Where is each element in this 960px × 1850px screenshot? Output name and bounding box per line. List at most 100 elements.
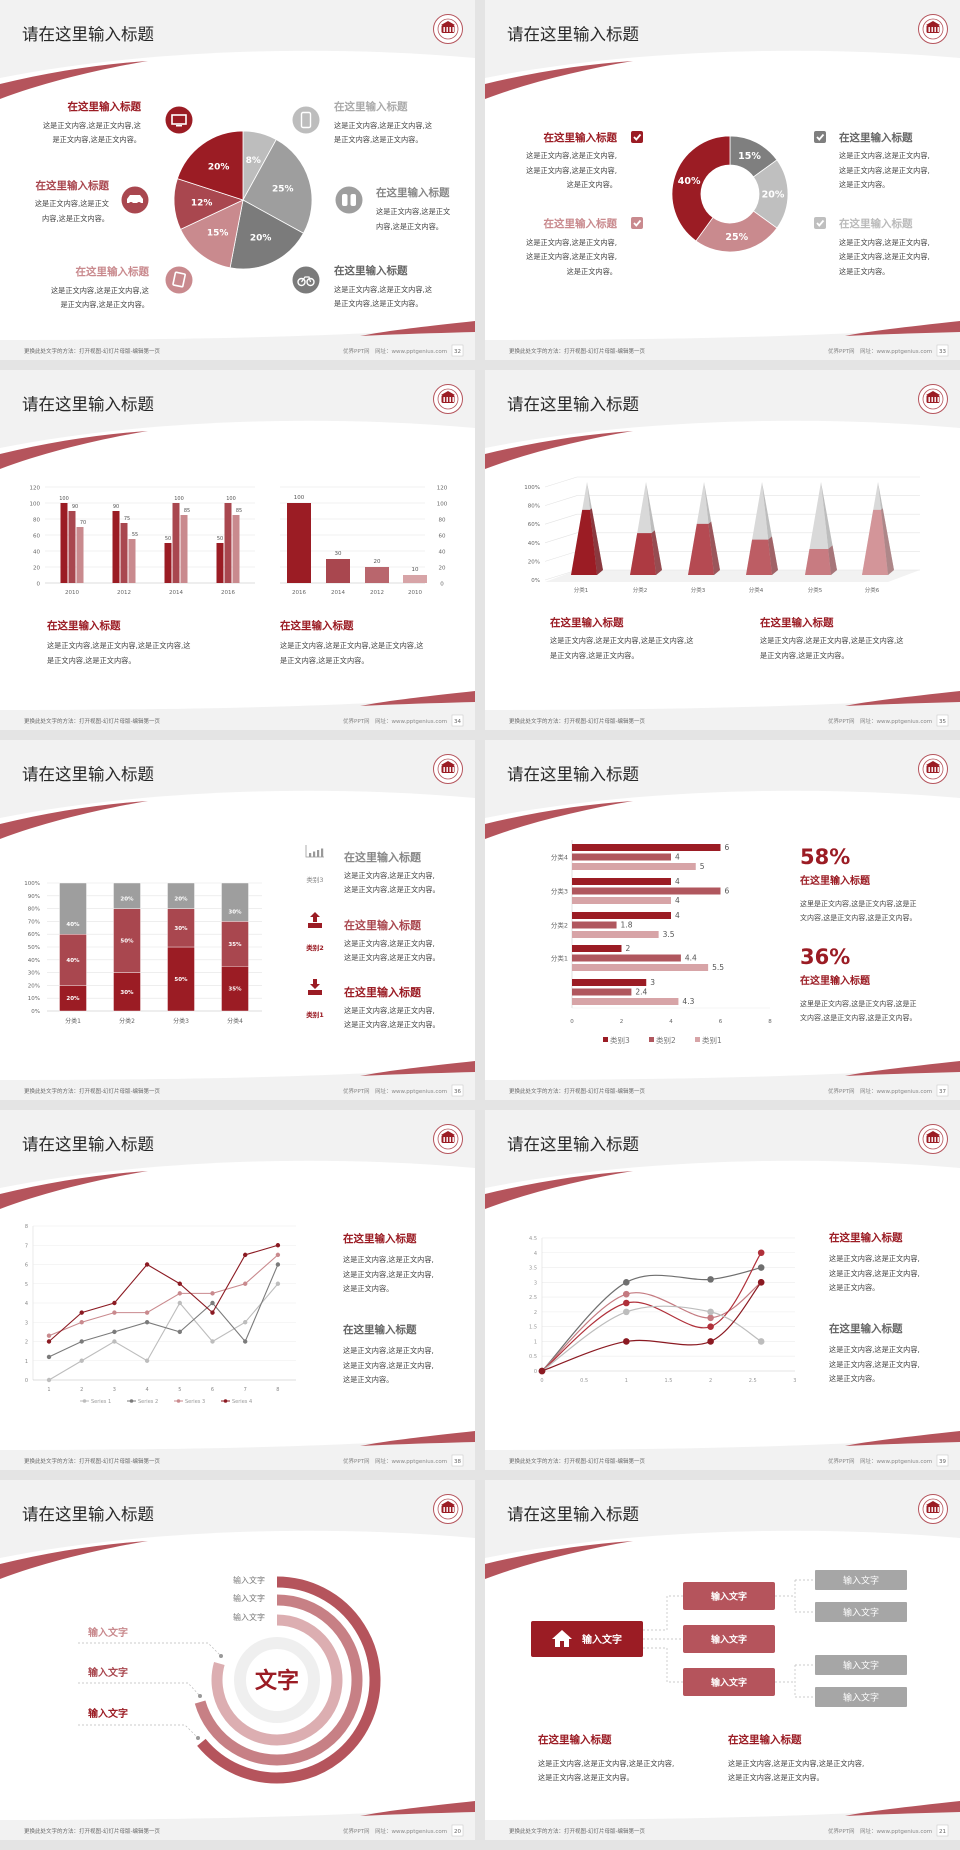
footer-url: 网址：www.pptgenius.com [375, 347, 447, 355]
leaf-node[interactable]: 输入文字 [815, 1687, 907, 1707]
home-icon [552, 1630, 572, 1647]
root-node[interactable]: 输入文字 [531, 1621, 643, 1657]
block-body-line: 是正文内容,这是正文内容。 [550, 651, 639, 660]
page-number-box [936, 344, 949, 357]
data-point [707, 1338, 714, 1345]
block-title: 在这里输入标题 [334, 100, 408, 113]
block-body-line: 这是正文内容,这是正文内容, [829, 1269, 920, 1278]
segment-label: 20% [174, 897, 188, 903]
block-body-line: 这是正文内容,这是正文内容,这是正文内容,这 [760, 636, 903, 645]
block-body-line: 是正文内容,这是正文内容。 [47, 656, 136, 665]
data-point [177, 1281, 182, 1286]
bar-value-label: 5 [700, 862, 705, 871]
block-body-line: 这是正文内容。 [343, 1375, 393, 1384]
data-point [112, 1339, 117, 1344]
content-area [485, 790, 960, 1080]
callout-label: 输入文字 [88, 1666, 128, 1679]
y-tick-label: 80 [33, 518, 40, 524]
x-tick-label: 分类4 [227, 1017, 243, 1025]
leaf-node[interactable]: 输入文字 [815, 1570, 907, 1590]
block-body-line: 这是正文内容,这是正文内容, [839, 166, 930, 175]
slide-title: 请在这里输入标题 [507, 1135, 639, 1154]
y-tick-label: 3 [534, 1280, 537, 1286]
legend-label: 类别2 [656, 1035, 676, 1045]
bottom-swoosh [845, 1431, 960, 1446]
slide-34: 请在这里输入标题 更换此处文字的方法：打开视图-幻灯片母版-编辑第一页 优界PPT网… [0, 370, 475, 730]
branch-node[interactable]: 输入文字 [683, 1625, 775, 1653]
bar [572, 921, 617, 929]
leaf-node-label: 输入文字 [843, 1607, 879, 1619]
branch-node-label: 输入文字 [711, 1634, 747, 1646]
y-tick-label: 50% [28, 945, 40, 951]
bar [572, 979, 647, 986]
inner-grey-ring [234, 1637, 320, 1723]
x-tick-label: 2010 [408, 590, 422, 596]
callout-line [78, 1642, 222, 1657]
y-tick-label: 100 [437, 502, 448, 508]
segment-label: 20% [66, 996, 80, 1002]
footer-site: 优界PPT网 [343, 1087, 370, 1095]
legend-item: Series 1 [80, 1399, 111, 1405]
bottom-swoosh [360, 321, 475, 336]
root-node-label: 输入文字 [582, 1633, 622, 1646]
pyramid-value [746, 539, 772, 575]
grouped-bar-chart: 0204060801001202010100907020129075552014… [30, 486, 255, 596]
data-point [144, 1262, 150, 1267]
callout-dot [219, 1654, 223, 1658]
block-body-line: 文内容,这是正文内容,这是正文内容。 [800, 1013, 916, 1022]
y-tick-label: 6 [25, 1263, 28, 1269]
block-body-line: 内容,这是正文内容。 [376, 222, 443, 231]
block-body-line: 这是正文内容,这是正文 [35, 199, 109, 208]
bar [572, 964, 709, 971]
footer-url: 网址：www.pptgenius.com [375, 1457, 447, 1465]
footer-url: 网址：www.pptgenius.com [860, 717, 932, 725]
data-point [144, 1310, 150, 1315]
pie-slice-label: 12% [191, 199, 213, 209]
bar [326, 559, 350, 583]
stacked-bar-chart: 0% 10% 20% 30% 40% 50% 60% 70% 80% 90% 100% 20% 40% 4… [24, 881, 262, 1025]
book-icon [165, 266, 193, 294]
bottom-swoosh [360, 691, 475, 706]
bar-value-label: 90 [113, 504, 119, 510]
stat-value: 36% [800, 945, 850, 969]
block-title: 在这里输入标题 [550, 616, 624, 629]
leaf-node[interactable]: 输入文字 [815, 1655, 907, 1675]
data-point [112, 1310, 117, 1315]
footer-note: 更换此处文字的方法：打开视图-幻灯片母版-编辑第一页 [509, 1457, 645, 1465]
y-tick-label: 30% [28, 971, 40, 977]
footer-note: 更换此处文字的方法：打开视图-幻灯片母版-编辑第一页 [24, 717, 160, 725]
slide-title: 请在这里输入标题 [22, 1505, 154, 1524]
page-number-box [936, 1824, 949, 1837]
data-point [144, 1358, 150, 1363]
leaf-node[interactable]: 输入文字 [815, 1602, 907, 1622]
slide-32: 请在这里输入标题 更换此处文字的方法：打开视图-幻灯片母版-编辑第一页 优界PPT网… [0, 0, 475, 360]
page-number: 39 [939, 1459, 946, 1465]
block-body-line: 这是正文内容,这是正文内容, [829, 1360, 920, 1369]
y-tick-label: 20% [28, 983, 40, 989]
block-body-line: 这是正文内容,这是正文内容。 [728, 1773, 824, 1782]
content-area [485, 1160, 960, 1450]
checkbox-checked-icon [814, 131, 826, 143]
block-body-line: 这是正文内容,这是正文内容, [526, 151, 617, 160]
category-label: 类别1 [306, 1010, 324, 1019]
y-tick-label: 1 [534, 1339, 537, 1345]
slide-title: 请在这里输入标题 [507, 1505, 639, 1524]
university-logo [433, 1494, 463, 1524]
text-block: 在这里输入标题这是正文内容,这是正文内容,这是正文内容,这是正文内容,这是正文内… [47, 619, 190, 665]
connector-line [643, 1647, 683, 1683]
top-swoosh [485, 61, 633, 99]
donut-chart: 15% 20% 25% 40% [671, 135, 789, 253]
bar [572, 887, 721, 895]
leaf-node-label: 输入文字 [843, 1660, 879, 1672]
branch-node[interactable]: 输入文字 [683, 1668, 775, 1696]
bar-value-label: 6 [725, 887, 730, 896]
pyramid [688, 482, 720, 575]
callout-line [78, 1682, 201, 1697]
legend-item: 类别1 [695, 1035, 722, 1045]
bar [572, 954, 681, 962]
branch-node[interactable]: 输入文字 [683, 1582, 775, 1610]
bar-segment [167, 946, 195, 1012]
bottom-swoosh [845, 691, 960, 706]
